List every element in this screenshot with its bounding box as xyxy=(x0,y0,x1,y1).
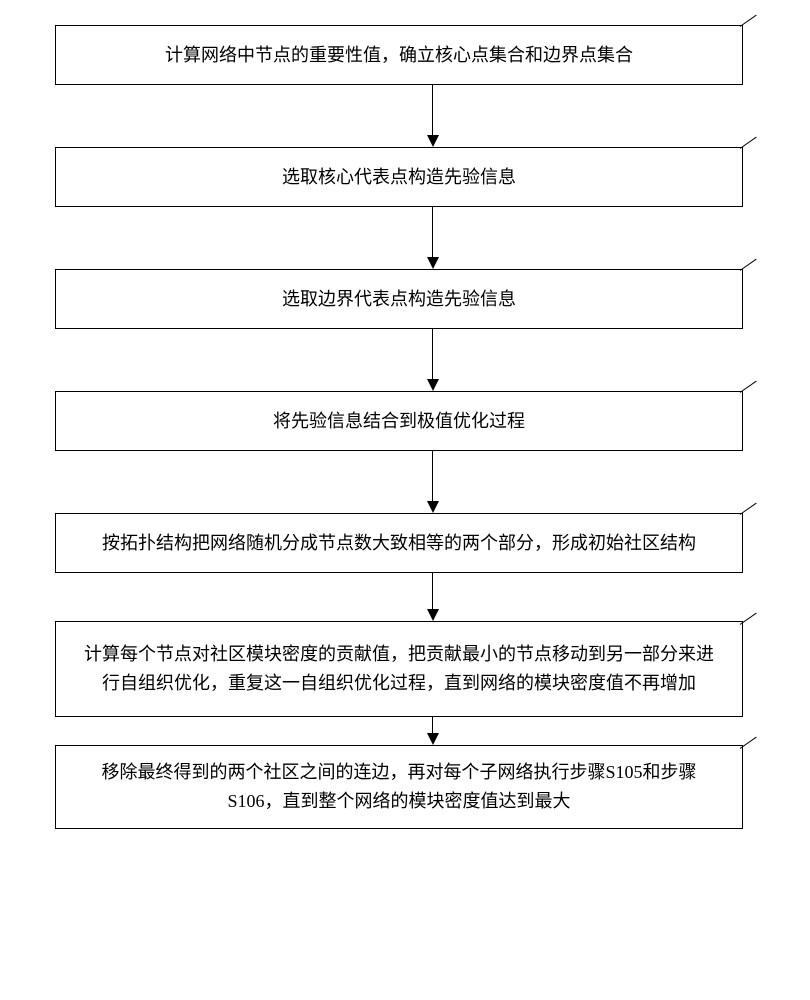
arrow-line xyxy=(432,717,433,733)
step-container-S105: 按拓扑结构把网络随机分成节点数大致相等的两个部分，形成初始社区结构S105 xyxy=(0,513,810,573)
step-box-S105: 按拓扑结构把网络随机分成节点数大致相等的两个部分，形成初始社区结构 xyxy=(55,513,743,573)
step-container-S104: 将先验信息结合到极值优化过程S104 xyxy=(0,391,810,451)
arrow-down-icon xyxy=(89,451,777,513)
step-box-S102: 选取核心代表点构造先验信息 xyxy=(55,147,743,207)
step-container-S103: 选取边界代表点构造先验信息S103 xyxy=(0,269,810,329)
step-box-S106: 计算每个节点对社区模块密度的贡献值，把贡献最小的节点移动到另一部分来进行自组织优… xyxy=(55,621,743,717)
step-text: 将先验信息结合到极值优化过程 xyxy=(273,407,525,436)
arrow-line xyxy=(432,329,433,379)
arrow-down-icon xyxy=(89,717,777,745)
arrow-head-icon xyxy=(427,501,439,513)
step-box-S101: 计算网络中节点的重要性值，确立核心点集合和边界点集合 xyxy=(55,25,743,85)
arrow-line xyxy=(432,573,433,609)
arrow-down-icon xyxy=(89,207,777,269)
arrow-down-icon xyxy=(89,85,777,147)
arrow-head-icon xyxy=(427,257,439,269)
arrow-head-icon xyxy=(427,609,439,621)
arrow-head-icon xyxy=(427,379,439,391)
arrow-line xyxy=(432,451,433,501)
step-box-S104: 将先验信息结合到极值优化过程 xyxy=(55,391,743,451)
step-box-S107: 移除最终得到的两个社区之间的连边，再对每个子网络执行步骤S105和步骤S106，… xyxy=(55,745,743,829)
step-text: 计算每个节点对社区模块密度的贡献值，把贡献最小的节点移动到另一部分来进行自组织优… xyxy=(76,640,722,698)
step-text: 移除最终得到的两个社区之间的连边，再对每个子网络执行步骤S105和步骤S106，… xyxy=(76,758,722,816)
arrow-line xyxy=(432,85,433,135)
connector-line xyxy=(740,15,757,27)
step-container-S107: 移除最终得到的两个社区之间的连边，再对每个子网络执行步骤S105和步骤S106，… xyxy=(0,745,810,829)
step-text: 按拓扑结构把网络随机分成节点数大致相等的两个部分，形成初始社区结构 xyxy=(102,529,696,558)
step-text: 选取核心代表点构造先验信息 xyxy=(282,163,516,192)
arrow-head-icon xyxy=(427,733,439,745)
step-text: 计算网络中节点的重要性值，确立核心点集合和边界点集合 xyxy=(165,41,633,70)
step-box-S103: 选取边界代表点构造先验信息 xyxy=(55,269,743,329)
arrow-head-icon xyxy=(427,135,439,147)
step-text: 选取边界代表点构造先验信息 xyxy=(282,285,516,314)
arrow-line xyxy=(432,207,433,257)
step-container-S102: 选取核心代表点构造先验信息S102 xyxy=(0,147,810,207)
arrow-down-icon xyxy=(89,573,777,621)
step-container-S106: 计算每个节点对社区模块密度的贡献值，把贡献最小的节点移动到另一部分来进行自组织优… xyxy=(0,621,810,717)
flowchart-container: 计算网络中节点的重要性值，确立核心点集合和边界点集合S101 选取核心代表点构造先… xyxy=(0,25,810,829)
step-container-S101: 计算网络中节点的重要性值，确立核心点集合和边界点集合S101 xyxy=(0,25,810,85)
arrow-down-icon xyxy=(89,329,777,391)
